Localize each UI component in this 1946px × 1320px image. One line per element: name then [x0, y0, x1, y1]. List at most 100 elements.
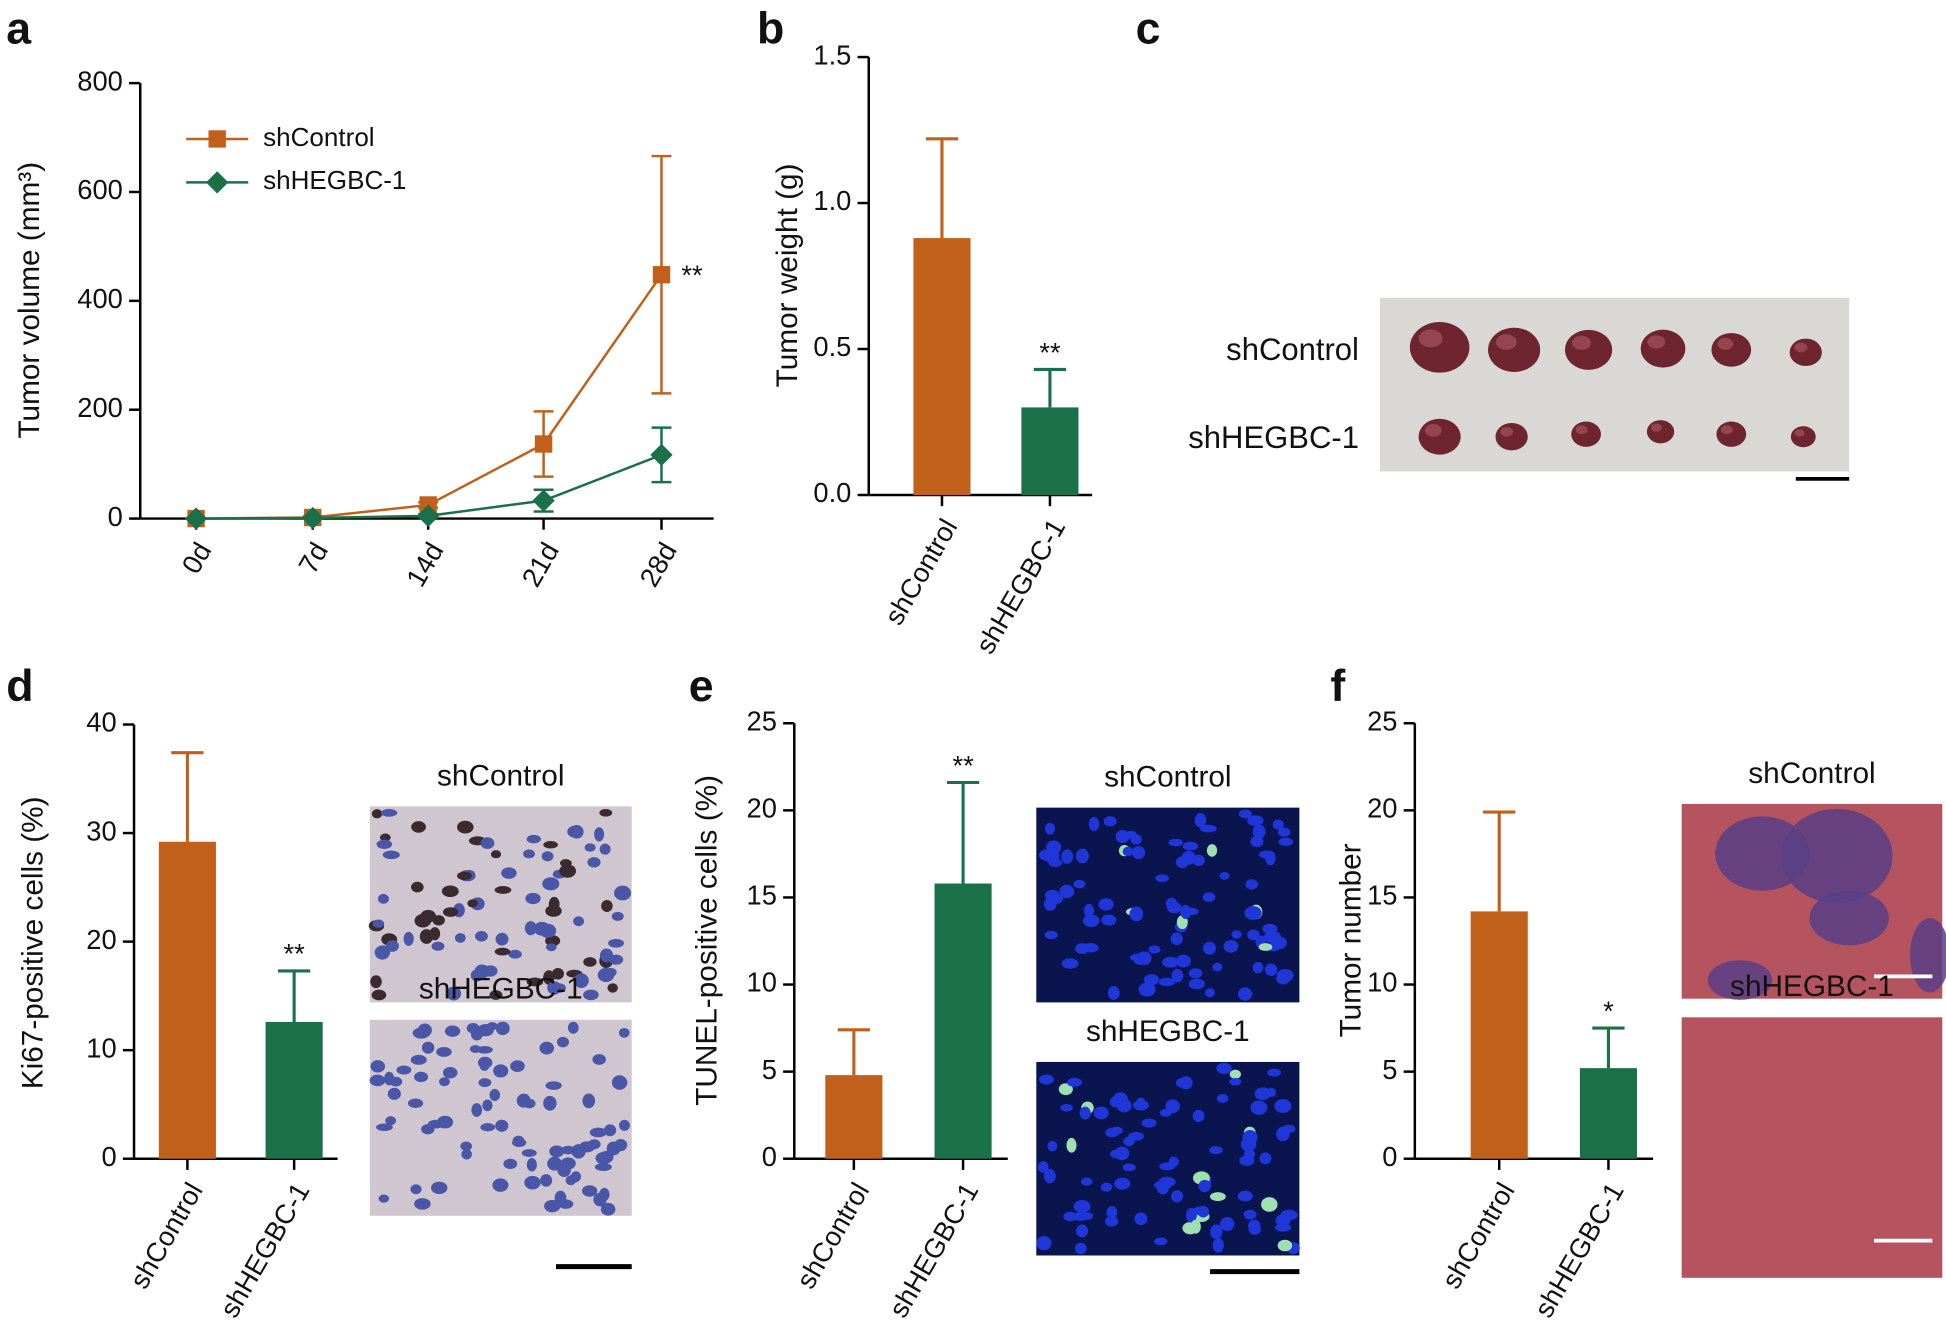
- cell: [1219, 1217, 1235, 1232]
- cell: [559, 864, 577, 878]
- cell: [513, 1138, 525, 1147]
- cell: [494, 886, 512, 894]
- cell: [1133, 1100, 1149, 1111]
- tumor: [1789, 338, 1822, 367]
- photo-row-label: shHEGBC-1: [1188, 420, 1359, 455]
- cell: [1250, 836, 1264, 848]
- tumor: [1564, 329, 1613, 370]
- y-tick-label: 0: [108, 501, 123, 532]
- cell: [1060, 1104, 1074, 1112]
- cell: [1131, 845, 1146, 860]
- legend-label: shControl: [263, 122, 375, 152]
- cell: [1081, 943, 1099, 953]
- cell: [1219, 871, 1230, 880]
- y-tick-label: 25: [747, 705, 777, 736]
- cell: [1229, 1069, 1241, 1079]
- significance: **: [284, 938, 306, 969]
- cell: [594, 1163, 612, 1172]
- tumor: [1488, 327, 1541, 372]
- cell: [587, 857, 601, 868]
- significance: **: [1039, 337, 1061, 368]
- cell: [1237, 1190, 1253, 1202]
- cell: [1247, 929, 1260, 941]
- cell: [1130, 834, 1142, 845]
- marker: [184, 507, 208, 530]
- cell: [1122, 846, 1134, 857]
- cell: [573, 973, 589, 988]
- bar: [934, 883, 992, 1159]
- cell: [385, 940, 399, 952]
- cell: [1156, 1180, 1170, 1195]
- cell: [1098, 898, 1114, 911]
- cell: [457, 871, 472, 881]
- cell: [431, 941, 445, 951]
- cell: [1114, 1146, 1130, 1161]
- cell: [1206, 844, 1218, 857]
- cell: [1176, 954, 1191, 968]
- cell: [1061, 849, 1074, 864]
- cell: [1110, 1126, 1123, 1135]
- cell: [1245, 879, 1259, 890]
- bar: [1579, 1068, 1637, 1159]
- cell: [480, 837, 495, 849]
- image-label: shHEGBC-1: [419, 973, 583, 1006]
- cell: [599, 1187, 610, 1201]
- tumor-highlight: [1720, 425, 1733, 435]
- cell: [436, 1047, 452, 1057]
- cell: [1192, 1109, 1205, 1123]
- image-label: shControl: [437, 759, 564, 792]
- cell: [495, 1119, 509, 1132]
- y-tick-label: 5: [1382, 1054, 1397, 1085]
- cell: [403, 931, 414, 946]
- cell: [379, 833, 391, 842]
- cell: [479, 1058, 490, 1071]
- cell: [1258, 850, 1275, 859]
- cell: [560, 1157, 576, 1170]
- cell: [1229, 1078, 1242, 1086]
- cell: [1197, 1205, 1210, 1218]
- cell: [569, 825, 584, 839]
- cell: [1079, 1106, 1091, 1120]
- cell: [1128, 1131, 1144, 1141]
- cell: [412, 1027, 430, 1039]
- cell: [1179, 1076, 1193, 1090]
- bar: [913, 238, 971, 495]
- cell: [1250, 1100, 1268, 1115]
- bar: [265, 1021, 323, 1159]
- error-bar: [171, 751, 204, 842]
- tissue-region: [1780, 808, 1893, 904]
- cell: [1171, 1190, 1184, 1203]
- tissue-region: [1910, 918, 1946, 993]
- y-tick-label: 1.0: [813, 185, 851, 216]
- cell: [421, 1041, 435, 1054]
- cell: [407, 1098, 424, 1109]
- cell: [1083, 903, 1095, 918]
- cell: [490, 850, 502, 859]
- cell: [1107, 985, 1120, 1000]
- cell: [1248, 1219, 1261, 1232]
- cell: [606, 1141, 621, 1156]
- cell: [1276, 972, 1290, 985]
- cell: [1216, 1062, 1232, 1074]
- cell: [1258, 943, 1273, 951]
- cell: [584, 843, 596, 852]
- cell: [385, 1116, 397, 1126]
- panel-letter: c: [1136, 4, 1161, 53]
- cell: [583, 957, 597, 967]
- tumor-highlight: [1495, 334, 1517, 350]
- tumor: [1716, 421, 1747, 447]
- cell: [475, 931, 488, 942]
- cell: [1081, 1177, 1093, 1186]
- y-tick-label: 600: [77, 174, 123, 205]
- cell: [604, 967, 617, 977]
- significance: *: [1603, 995, 1614, 1026]
- cell: [492, 1178, 509, 1192]
- cell: [547, 1156, 563, 1171]
- cell: [1100, 1182, 1113, 1192]
- error-bar: [1592, 1026, 1625, 1069]
- y-tick-label: 15: [1367, 880, 1397, 911]
- cell: [582, 1093, 596, 1109]
- x-tick-label: 7d: [292, 537, 334, 579]
- cell: [396, 1065, 412, 1075]
